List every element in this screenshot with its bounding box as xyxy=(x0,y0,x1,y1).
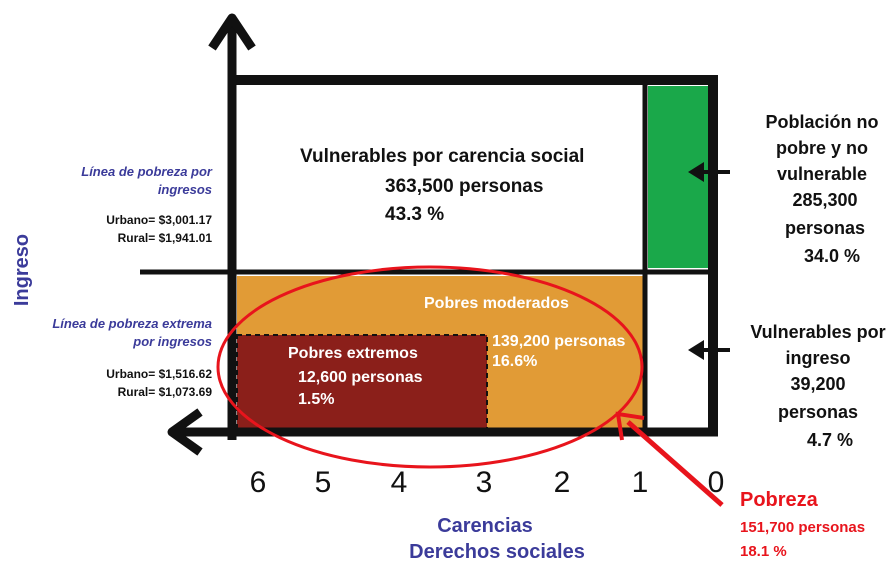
poverty-arrow xyxy=(615,411,645,441)
group-name: Pobreza xyxy=(740,489,819,511)
group-people: 39,200 xyxy=(790,374,845,394)
group-percent: 34.0 % xyxy=(804,246,860,266)
tick-label: 2 xyxy=(554,466,571,499)
group-name: Vulnerables por xyxy=(750,322,885,342)
tick-label: 5 xyxy=(315,466,332,499)
pointer xyxy=(688,340,704,360)
tick-label: 4 xyxy=(391,466,408,499)
group-name: Vulnerables por carencia social xyxy=(300,146,584,167)
group-people: 12,600 personas xyxy=(298,369,423,386)
group-people: 363,500 personas xyxy=(385,176,543,197)
group-name: Pobres moderados xyxy=(424,295,569,312)
deprivation-ticks: 6 5 4 3 2 1 0 xyxy=(250,466,725,499)
frame xyxy=(140,13,730,456)
group-name: pobre y no xyxy=(776,138,868,158)
y-axis-label: Ingreso xyxy=(11,234,33,306)
line-title: Línea de pobreza extrema xyxy=(52,316,212,331)
group-percent: 16.6% xyxy=(492,353,537,370)
poverty-arrow xyxy=(626,420,724,507)
group-name: ingreso xyxy=(785,348,850,368)
group-name: vulnerable xyxy=(777,164,867,184)
x-axis-label: Derechos sociales xyxy=(409,541,585,563)
tick-label: 1 xyxy=(632,466,649,499)
pointer xyxy=(688,162,704,182)
group-people: 285,300 xyxy=(792,190,857,210)
line-value: Rural= $1,073.69 xyxy=(118,385,213,399)
group-people: personas xyxy=(778,402,858,422)
line-title: por ingresos xyxy=(132,334,212,349)
group-percent: 4.7 % xyxy=(807,430,853,450)
group-name: Pobres extremos xyxy=(288,345,418,362)
group-percent: 43.3 % xyxy=(385,204,444,225)
line-value: Urbano= $3,001.17 xyxy=(106,213,212,227)
tick-label: 3 xyxy=(476,466,493,499)
group-people: 139,200 personas xyxy=(492,333,626,350)
group-percent: 1.5% xyxy=(298,391,334,408)
group-people: personas xyxy=(785,218,865,238)
group-people: 151,700 personas xyxy=(740,519,865,536)
x-axis-label: Carencias xyxy=(437,515,533,537)
line-value: Urbano= $1,516.62 xyxy=(106,367,212,381)
line-title: ingresos xyxy=(158,182,212,197)
group-name: Población no xyxy=(765,112,878,132)
line-value: Rural= $1,941.01 xyxy=(118,231,213,245)
line-title: Línea de pobreza por xyxy=(81,164,213,179)
tick-label: 0 xyxy=(708,466,725,499)
tick-label: 6 xyxy=(250,466,267,499)
group-percent: 18.1 % xyxy=(740,543,787,560)
poverty-ellipse xyxy=(216,265,644,469)
extreme-region xyxy=(236,334,488,430)
